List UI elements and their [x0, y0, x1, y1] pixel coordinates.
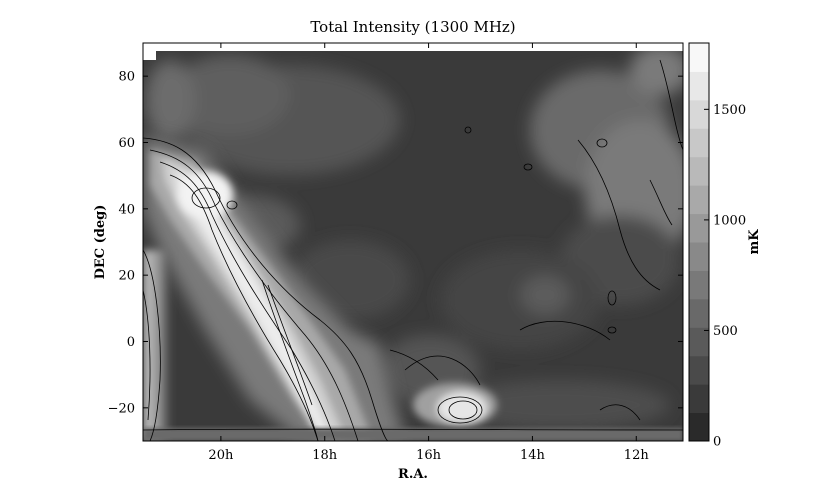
x-tick-label: 12h [624, 448, 650, 463]
y-tick-label: 60 [118, 136, 135, 151]
colorbar-tick-label: 1500 [713, 103, 746, 118]
colorbar-band [689, 384, 709, 414]
y-tick-label: 40 [118, 202, 135, 217]
colorbar-band [689, 43, 709, 72]
colorbar-band [689, 213, 709, 243]
x-axis: 20h 18h 16h 14h 12h [208, 43, 649, 463]
colorbar-band [689, 412, 709, 442]
colorbar-band [689, 156, 709, 186]
x-tick-label: 14h [520, 448, 546, 463]
colorbar-tick-label: 0 [713, 435, 721, 450]
colorbar-tick-label: 500 [713, 324, 738, 339]
colorbar-tick-label: 1000 [713, 213, 746, 228]
heatmap-area [143, 43, 683, 441]
colorbar-band [689, 270, 709, 300]
y-axis: 80 60 40 20 0 −20 [108, 70, 683, 416]
x-tick-label: 16h [416, 448, 442, 463]
plot-frame [142, 42, 684, 442]
colorbar-label: mK [747, 229, 762, 255]
y-tick-label: 80 [118, 70, 135, 85]
colorbar-band [689, 71, 709, 101]
colorbar: 1500 1000 500 0 mK [688, 42, 762, 450]
contour-lines [143, 59, 683, 441]
colorbar-band [689, 99, 709, 129]
y-tick-label: 20 [118, 269, 135, 284]
y-axis-title: DEC (deg) [93, 205, 108, 280]
colorbar-band [689, 355, 709, 385]
x-tick-label: 18h [312, 448, 338, 463]
colorbar-band [689, 327, 709, 357]
y-tick-label: −20 [108, 401, 135, 416]
colorbar-band [689, 242, 709, 271]
x-tick-label: 20h [208, 448, 234, 463]
colorbar-band [689, 185, 709, 215]
colorbar-band [689, 298, 709, 328]
y-tick-label: 0 [127, 335, 135, 350]
x-axis-title: R.A. [398, 467, 428, 482]
chart-title: Total Intensity (1300 MHz) [310, 18, 515, 36]
colorbar-band [689, 128, 709, 158]
